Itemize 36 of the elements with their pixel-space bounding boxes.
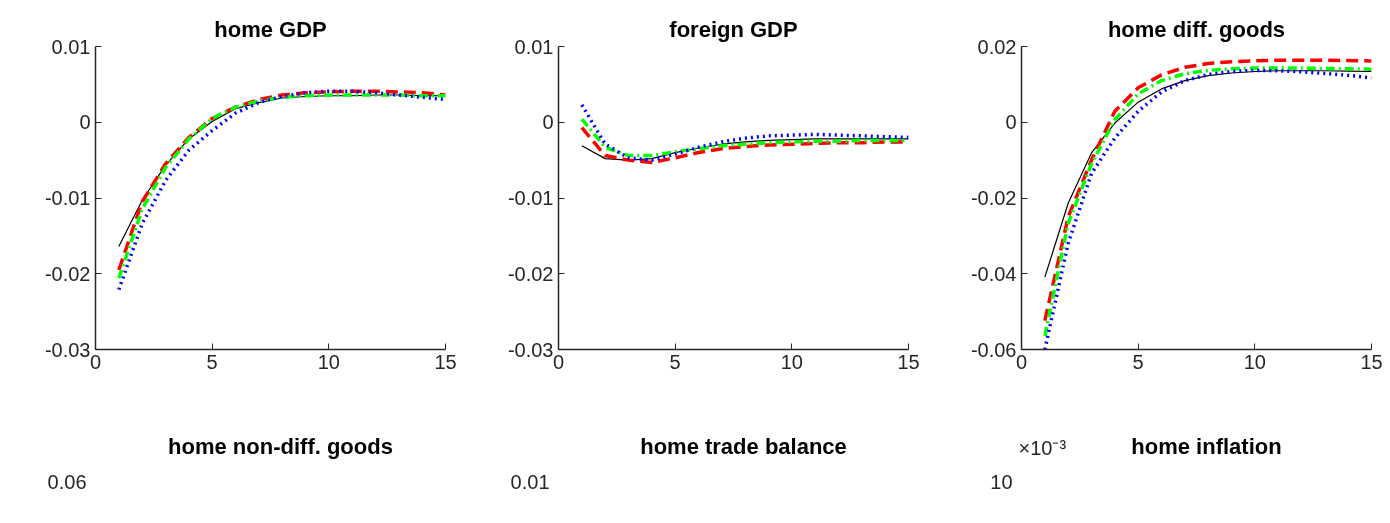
y-tick-label: -0.02 [507,262,554,285]
x-tick-label: 5 [206,350,218,373]
y-tick-label: -0.04 [970,262,1017,285]
text: 0.06 [47,470,87,493]
text: home trade balance [640,433,847,459]
chart-title: home diff. goods [1107,16,1286,42]
y-tick-label: -0.03 [507,338,554,361]
x-tick-label: 15 [1360,350,1383,373]
x-tick-label: 5 [1132,350,1144,373]
x-tick-label: 5 [669,350,681,373]
y-tick-label: 0.01 [51,35,91,58]
y-tick-label: 0.02 [977,35,1017,58]
y-tick-label: -0.06 [970,338,1017,361]
y-tick-label: -0.01 [44,187,91,209]
chart-title: foreign GDP [669,16,798,42]
chart-title: home GDP [214,16,327,42]
y-tick-label: -0.01 [507,187,554,209]
text: 10 [990,470,1013,493]
x-tick-label: 10 [1243,350,1266,373]
x-tick-label: 15 [897,350,920,373]
y-tick-label: 0 [542,111,554,134]
x-tick-label: 15 [434,350,457,373]
line-series [581,138,909,161]
y-tick-label: 0 [79,111,91,134]
line-series [580,103,909,162]
y-tick-label: 0.01 [514,35,554,58]
y-tick-label: -0.03 [44,338,91,361]
line-series [1044,70,1372,278]
y-tick-label: -0.02 [970,187,1017,209]
x-tick-label: 10 [780,350,803,373]
y-tick-label: 0 [1005,111,1017,134]
text: ×10⁻³ [1018,436,1067,459]
text: home non-diff. goods [168,433,393,459]
text: home inflation [1131,433,1282,459]
x-tick-label: 10 [317,350,340,373]
y-tick-label: -0.02 [44,262,91,285]
